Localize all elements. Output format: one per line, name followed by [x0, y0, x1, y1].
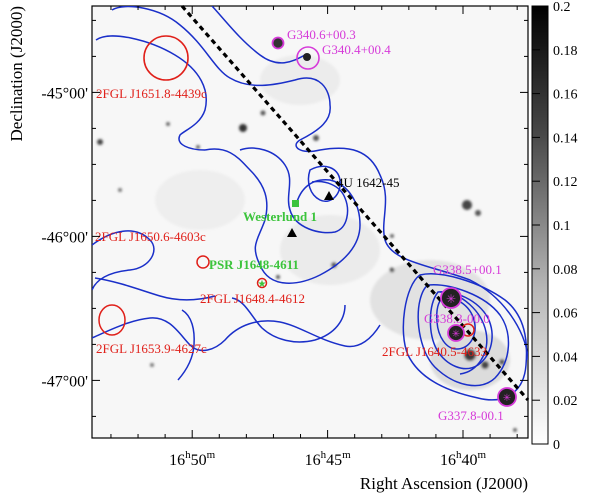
- label-fgl-1648: 2FGL J1648.4-4612: [200, 291, 305, 306]
- colorbar-tick-label: 0.08: [553, 263, 578, 278]
- cluster-marker-westerlund: [292, 200, 299, 207]
- y-tick-label: -45°00': [41, 85, 88, 102]
- contour-south-2: [231, 297, 346, 343]
- snr-core-g340-4: [303, 53, 311, 61]
- label-psr: PSR J1648-4611: [209, 257, 299, 272]
- diffuse-emission: [97, 55, 517, 432]
- fermi-circle-1650: [196, 255, 210, 269]
- contour-left-mid: [92, 230, 155, 291]
- label-g337-8: G337.8-00.1: [438, 408, 504, 423]
- source-markers: ✳ ✳ ✳ ★ G340.6+00.3 G340.4+00.4 2FGL J16…: [95, 27, 517, 423]
- x-tick-label: 16h45m: [305, 449, 352, 469]
- label-g340-4: G340.4+00.4: [322, 42, 391, 57]
- contour-south-4: [177, 309, 195, 381]
- contour-east-core: [436, 297, 476, 350]
- snr-marker-g338-3: [447, 324, 465, 342]
- label-westerlund: Westerlund 1: [243, 209, 317, 224]
- colorbar-ticks: 0.2 0.18 0.16 0.14 0.12 0.1 0.08 0.06 0.04 0.02 0: [532, 0, 578, 453]
- x-axis-title: Right Ascension (J2000): [360, 474, 528, 493]
- xray-marker-4u: [324, 191, 334, 200]
- colorbar-tick-label: 0.06: [553, 307, 578, 322]
- contour-main-2: [239, 147, 349, 234]
- colorbar-tick-label: 0.14: [553, 131, 578, 146]
- pulsar-marker-star: ★: [258, 279, 267, 290]
- x-tick-label: 16h50m: [169, 449, 216, 469]
- snr-star-g337-8: ✳: [503, 393, 511, 404]
- contour-top-right: [211, 6, 306, 64]
- label-fgl-1651: 2FGL J1651.8-4439c: [96, 86, 207, 101]
- y-tick-label: -47°00': [41, 373, 88, 390]
- label-g338-3: G338.3-00.0: [424, 311, 490, 326]
- cluster-triangle-westerlund: [287, 228, 297, 237]
- label-fgl-1640: 2FGL J1640.5-4633: [382, 344, 487, 359]
- contour-outer: [111, 6, 528, 361]
- colorbar-tick-label: 0.04: [553, 350, 578, 365]
- colorbar-tick-label: 0.18: [553, 44, 578, 59]
- colorbar-tick-label: 0.02: [553, 394, 578, 409]
- label-4u-1642: 4U 1642-45: [337, 175, 399, 190]
- colorbar-tick-label: 0.1: [553, 219, 571, 234]
- contour-main-3: [307, 165, 341, 202]
- label-g340-6: G340.6+00.3: [287, 27, 356, 42]
- contour-east-mid: [417, 284, 510, 387]
- galactic-plane-line: [180, 4, 530, 402]
- contour-south-1: [92, 317, 381, 352]
- axes: 16h50m 16h45m 16h40m -45°00' -46°00' -47°00': [41, 6, 528, 469]
- snr-marker-g340-4: [296, 46, 320, 70]
- snr-marker-g340-6: [271, 36, 285, 50]
- colorbar-tick-label: 0.16: [553, 88, 578, 103]
- fermi-ellipse-1651: [143, 35, 189, 81]
- label-g338-5: G338.5+00.1: [433, 262, 502, 277]
- y-axis-title: Declination (J2000): [7, 6, 26, 142]
- snr-star-g338-3: ✳: [452, 329, 460, 340]
- colorbar-tick-label: 0.12: [553, 175, 578, 190]
- x-tick-label: 16h40m: [440, 449, 487, 469]
- colorbar-tick-label: 0.2: [553, 0, 571, 15]
- colorbar-tick-label: 0: [553, 438, 560, 453]
- snr-star-g338-5: ✳: [446, 292, 456, 306]
- y-tick-label: -46°00': [41, 229, 88, 246]
- contour-south-3: [94, 277, 216, 301]
- label-fgl-1653: 2FGL J1653.9-4627c: [96, 341, 207, 356]
- fermi-ellipse-1653: [98, 304, 126, 336]
- fermi-circle-1648: [256, 277, 268, 289]
- snr-marker-g337-8: [497, 387, 517, 407]
- snr-marker-g338-5: [440, 287, 462, 309]
- contour-upper-left: [95, 35, 207, 151]
- label-fgl-1650: 2FGL J1650.6-4603c: [95, 229, 206, 244]
- plot-frame: [91, 5, 529, 439]
